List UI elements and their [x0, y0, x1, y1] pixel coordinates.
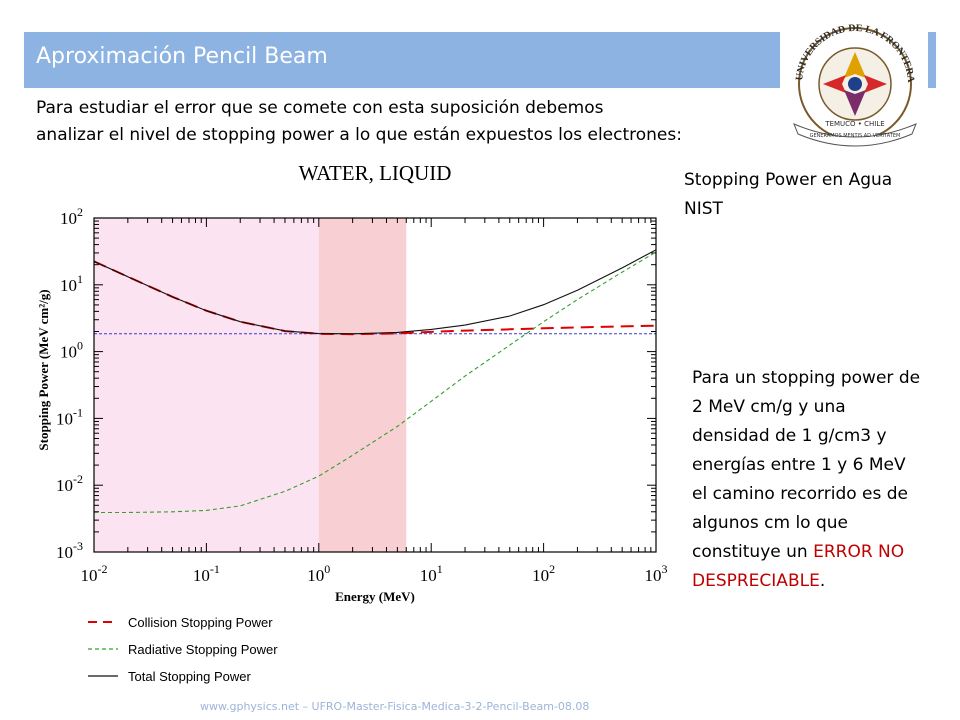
series-line-2: [94, 251, 657, 514]
footer-text: www.gphysics.net – UFRO-Master-Fisica-Me…: [200, 700, 590, 713]
title-accent-bar: [928, 32, 936, 88]
x-tick-label: 103: [645, 562, 668, 585]
intro-line-2: analizar el nivel de stopping power a lo…: [36, 125, 682, 145]
x-axis-label: Energy (MeV): [335, 589, 415, 604]
intro-text: Para estudiar el error que se comete con…: [36, 95, 796, 149]
y-axis-label: Stopping Power (MeV cm²/g): [36, 289, 51, 450]
university-logo: UNIVERSIDAD DE LA FRONTERA TEMUCO • CHIL…: [793, 23, 917, 147]
slide-title: Aproximación Pencil Beam: [36, 44, 328, 69]
shaded-regions: [94, 218, 407, 552]
y-tick-label: 100: [60, 339, 83, 362]
legend: Collision Stopping Power Radiative Stoppi…: [88, 615, 278, 684]
intro-line-1: Para estudiar el error que se comete con…: [36, 98, 604, 118]
y-tick-label: 102: [60, 205, 83, 228]
series-layer: [93, 249, 657, 514]
chart-caption-line-2: NIST: [684, 199, 723, 219]
y-tick-labels: 10-3 10-2 10-1 100 101 102: [56, 205, 83, 562]
y-tick-label: 10-3: [56, 539, 83, 562]
stopping-power-chart: WATER, LIQUID 10-2 10-1 100 101 102 103 10-31…: [36, 161, 668, 684]
chart-caption: Stopping Power en Agua NIST: [684, 166, 934, 224]
chart-title: WATER, LIQUID: [299, 161, 452, 185]
chart-caption-line-1: Stopping Power en Agua: [684, 170, 893, 190]
y-tick-label: 101: [60, 272, 83, 295]
y-tick-label: 10-1: [56, 405, 83, 428]
shaded-region-1: [94, 218, 319, 552]
note-highlight: ERROR NO DESPRECIABLE: [692, 542, 905, 591]
y-tick-label: 10-2: [56, 472, 83, 495]
logo-motto: GENERAMOS MENTIS AD VERITATEM: [810, 133, 901, 139]
plot-frame: [93, 217, 657, 553]
x-tick-labels: 10-2 10-1 100 101 102 103: [81, 562, 668, 585]
annotation-note: Para un stopping power de 2 MeV cm/g y u…: [692, 364, 922, 596]
shaded-region-2: [318, 218, 407, 552]
series-line-3: [93, 249, 657, 335]
legend-label-2: Radiative Stopping Power: [128, 642, 278, 657]
legend-label-3: Total Stopping Power: [128, 669, 252, 684]
note-text: Para un stopping power de 2 MeV cm/g y u…: [692, 368, 921, 562]
axis-ticks: [93, 218, 656, 553]
x-tick-label: 10-2: [81, 562, 108, 585]
logo-city: TEMUCO • CHILE: [824, 120, 884, 128]
legend-label-1: Collision Stopping Power: [128, 615, 273, 630]
x-tick-label: 101: [420, 562, 443, 585]
x-tick-label: 10-1: [193, 562, 220, 585]
x-tick-label: 102: [532, 562, 555, 585]
x-tick-label: 100: [307, 562, 330, 585]
note-end: .: [819, 571, 826, 591]
title-bar: [24, 32, 780, 88]
